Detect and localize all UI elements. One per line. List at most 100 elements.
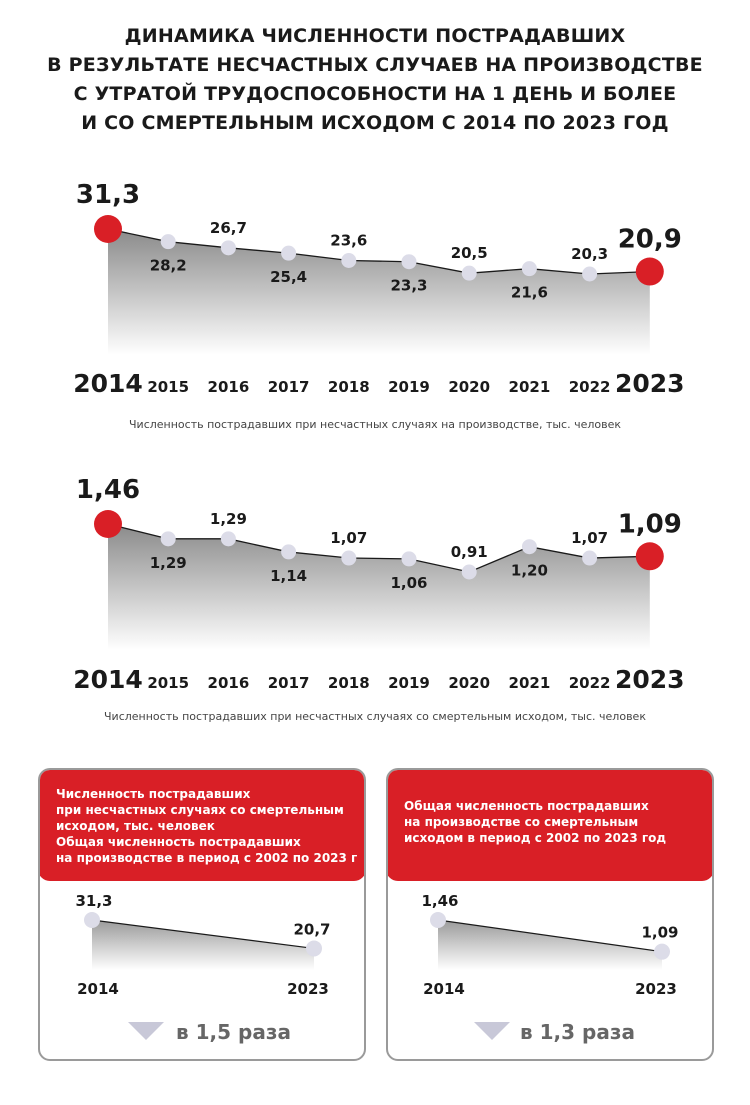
series-line — [91, 919, 315, 950]
data-point — [461, 265, 477, 281]
year-label: 2023 — [615, 665, 685, 694]
fatalities-area-chart: 1,46 2014 1,29 2015 1,29 2016 1,14 2017 1,07 2018… — [73, 475, 685, 694]
data-label: 1,07 — [571, 529, 608, 547]
data-point — [401, 254, 417, 270]
year-label: 2014 — [77, 980, 119, 998]
injuries-summary-card: Численность пострадавших при несчастных … — [38, 768, 366, 1061]
year-label: 2014 — [73, 369, 143, 398]
year-label: 2021 — [509, 378, 551, 396]
data-point — [401, 551, 417, 567]
data-label: 0,91 — [451, 543, 488, 561]
data-point — [582, 550, 598, 566]
series-line — [107, 523, 650, 573]
data-label: 1,29 — [210, 510, 247, 528]
data-label: 1,09 — [618, 509, 682, 539]
injuries-trend-chart: 31,3 20,7 2014 2023 — [75, 892, 331, 1040]
ratio-label: в 1,3 раза — [520, 1020, 635, 1044]
year-label: 2020 — [448, 674, 490, 692]
data-point — [341, 253, 357, 268]
card-header-line: Численность пострадавших — [56, 787, 251, 801]
card-header-line: исходом в период с 2002 по 2023 год — [404, 831, 667, 845]
data-label: 1,06 — [390, 574, 427, 592]
fatalities-summary-card: Общая численность пострадавших на произв… — [386, 768, 714, 1061]
series-line — [437, 919, 663, 953]
year-label: 2014 — [73, 665, 143, 694]
series-line — [107, 228, 650, 275]
year-label: 2017 — [268, 378, 310, 396]
highlight-point — [94, 510, 122, 538]
card-header-line: на производстве в период с 2002 по 2023 … — [56, 851, 358, 865]
year-label: 2015 — [147, 674, 189, 692]
down-arrow-icon — [128, 1022, 164, 1040]
data-point — [306, 940, 322, 957]
year-label: 2023 — [615, 369, 685, 398]
data-label: 23,3 — [390, 277, 427, 295]
data-point — [341, 550, 357, 566]
year-label: 2019 — [388, 378, 430, 396]
data-point — [281, 245, 297, 261]
data-label: 31,3 — [76, 180, 140, 210]
data-label: 26,7 — [210, 219, 247, 237]
data-label: 1,46 — [421, 892, 458, 910]
highlight-point — [635, 257, 664, 286]
title-line: ДИНАМИКА ЧИСЛЕННОСТИ ПОСТРАДАВШИХ — [124, 25, 626, 47]
data-label: 25,4 — [270, 268, 307, 286]
series-area — [108, 524, 650, 650]
data-point — [84, 912, 100, 928]
data-label: 1,07 — [330, 529, 367, 547]
data-label: 31,3 — [75, 892, 112, 910]
year-label: 2019 — [388, 674, 430, 692]
series-area — [108, 229, 650, 355]
title-line: С УТРАТОЙ ТРУДОСПОСОБНОСТИ НА 1 ДЕНЬ И Б… — [73, 83, 677, 105]
card-header-line: Общая численность пострадавших — [56, 835, 301, 849]
data-point — [160, 234, 176, 250]
year-label: 2018 — [328, 674, 370, 692]
series-area — [438, 920, 662, 970]
injuries-caption: Численность пострадавших при несчастных … — [129, 418, 621, 431]
card-header-line: на производстве со смертельным — [404, 815, 639, 829]
card-header-line: исходом, тыс. человек — [56, 819, 215, 833]
year-label: 2016 — [208, 674, 250, 692]
year-label: 2022 — [569, 378, 611, 396]
highlight-point — [635, 542, 664, 571]
year-label: 2014 — [423, 980, 465, 998]
injuries-area-chart: 31,3 2014 28,2 2015 26,7 2016 25,4 2017 23,6 2018… — [73, 180, 685, 398]
year-label: 2021 — [509, 674, 551, 692]
card-header: Численность пострадавших при несчастных … — [40, 770, 364, 881]
data-point — [521, 539, 537, 555]
data-label: 28,2 — [150, 257, 187, 275]
data-point — [582, 266, 598, 282]
data-point — [430, 912, 446, 928]
year-label: 2023 — [287, 980, 329, 998]
fatalities-trend-chart: 1,46 1,09 2014 2023 — [421, 892, 679, 1040]
card-header: Общая численность пострадавших на произв… — [388, 770, 712, 881]
card-header-line: при несчастных случаях со смертельным — [56, 803, 344, 817]
data-point — [281, 544, 297, 560]
year-label: 2018 — [328, 378, 370, 396]
data-label: 1,29 — [150, 554, 187, 572]
fatalities-caption: Численность пострадавших при несчастных … — [104, 710, 646, 723]
series-area — [92, 920, 314, 970]
data-point — [521, 261, 537, 277]
data-label: 1,46 — [76, 475, 140, 505]
data-label: 20,3 — [571, 245, 608, 263]
card-header-line: Общая численность пострадавших — [404, 799, 649, 813]
data-point — [220, 531, 236, 547]
year-label: 2023 — [635, 980, 677, 998]
data-point — [461, 564, 477, 580]
title-line: И СО СМЕРТЕЛЬНЫМ ИСХОДОМ С 2014 ПО 2023 … — [81, 112, 669, 134]
year-label: 2015 — [147, 378, 189, 396]
data-point — [220, 240, 236, 256]
page-title: ДИНАМИКА ЧИСЛЕННОСТИ ПОСТРАДАВШИХ В РЕЗУ… — [0, 22, 750, 138]
year-label: 2022 — [569, 674, 611, 692]
data-point — [654, 943, 670, 960]
year-label: 2017 — [268, 674, 310, 692]
down-arrow-icon — [474, 1022, 510, 1040]
data-label: 23,6 — [330, 232, 367, 250]
data-label: 20,7 — [293, 920, 330, 938]
year-label: 2020 — [448, 378, 490, 396]
data-label: 20,5 — [451, 244, 488, 262]
data-point — [160, 531, 176, 547]
data-label: 1,09 — [641, 924, 678, 942]
data-label: 1,14 — [270, 567, 307, 585]
